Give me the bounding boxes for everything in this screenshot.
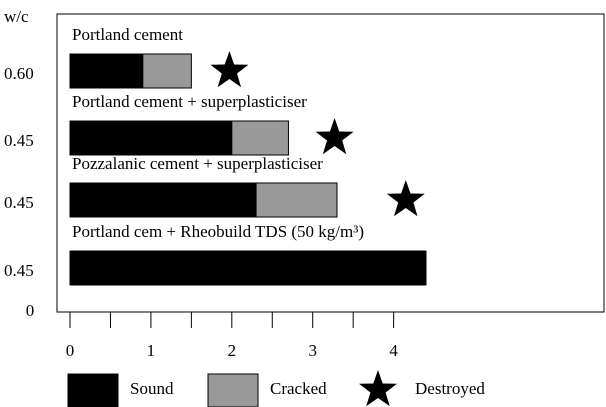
destroyed-marker xyxy=(315,118,354,155)
bar-segment xyxy=(69,120,233,156)
bar-segment xyxy=(69,182,257,218)
destroyed-marker xyxy=(210,51,249,88)
destroyed-marker xyxy=(386,180,425,217)
bar-segment xyxy=(69,250,427,286)
y-tick-label: 0.60 xyxy=(4,64,34,83)
bar-segment xyxy=(255,182,338,218)
bar-group-title: Portland cem + Rheobuild TDS (50 kg/m³) xyxy=(72,222,364,241)
bar-group-title: Portland cement xyxy=(72,25,183,44)
legend-label: Destroyed xyxy=(415,379,485,398)
y-axis-label: w/c xyxy=(4,7,29,26)
bar-group-title: Portland cement + superplasticiser xyxy=(72,92,307,111)
legend-label: Cracked xyxy=(270,379,327,398)
legend-label: Sound xyxy=(130,379,174,398)
bar-group-title: Pozzalanic cement + superplasticiser xyxy=(72,154,323,173)
bar-segment xyxy=(142,53,192,89)
x-tick-label: 0 xyxy=(66,341,75,360)
x-tick-label: 2 xyxy=(228,341,237,360)
x-tick-label: 4 xyxy=(389,341,398,360)
y-tick-label: 0.45 xyxy=(4,261,34,280)
bar-segment xyxy=(69,53,144,89)
legend-swatch xyxy=(67,373,119,407)
x-tick-label: 3 xyxy=(308,341,317,360)
origin-label: 0 xyxy=(26,301,35,320)
y-tick-label: 0.45 xyxy=(4,193,34,212)
bar-segment xyxy=(231,120,289,156)
y-tick-label: 0.45 xyxy=(4,131,34,150)
x-tick-label: 1 xyxy=(147,341,156,360)
legend-marker xyxy=(359,370,397,407)
legend-swatch xyxy=(207,373,259,407)
plot-frame xyxy=(56,13,605,313)
